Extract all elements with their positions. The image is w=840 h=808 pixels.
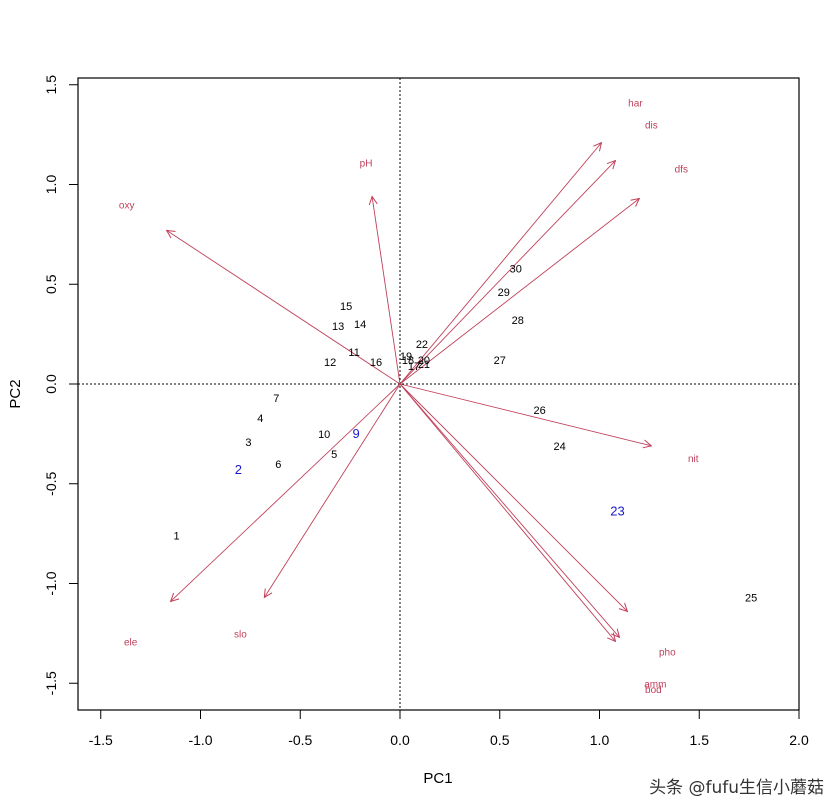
sample-point-9: 9 — [352, 426, 359, 441]
loading-label-bod: bod — [645, 685, 662, 696]
y-tick-label: 1.0 — [43, 175, 59, 195]
loading-label-har: har — [628, 99, 643, 110]
sample-point-6: 6 — [275, 459, 281, 471]
x-tick-label: 0.5 — [490, 732, 510, 748]
loading-label-ele: ele — [124, 637, 138, 648]
loading-label-nit: nit — [688, 454, 699, 465]
loading-label-oxy: oxy — [119, 200, 135, 211]
sample-point-19: 19 — [400, 351, 412, 363]
y-axis-title: PC2 — [7, 379, 24, 408]
loading-arrow-ele — [171, 383, 401, 601]
loading-arrow-nit — [399, 383, 651, 446]
sample-point-14: 14 — [354, 319, 366, 331]
x-tick-label: 1.5 — [690, 732, 710, 748]
x-tick-label: -1.5 — [89, 732, 113, 748]
reference-lines — [78, 78, 799, 710]
sample-point-13: 13 — [332, 321, 344, 333]
x-axis-title: PC1 — [423, 770, 452, 787]
loading-label-dfs: dfs — [675, 165, 688, 176]
loading-arrow-slo — [264, 383, 401, 597]
sample-point-28: 28 — [512, 315, 524, 327]
sample-point-27: 27 — [494, 355, 506, 367]
y-tick-label: -1.5 — [43, 671, 59, 695]
sample-point-30: 30 — [510, 263, 522, 275]
sample-point-11: 11 — [348, 347, 359, 359]
sample-point-2: 2 — [235, 462, 242, 477]
loading-label-slo: slo — [234, 629, 247, 640]
sample-point-7: 7 — [273, 393, 279, 405]
sample-point-25: 25 — [745, 592, 757, 604]
x-axis: -1.5 -1.0 -0.5 0.0 0.5 1.0 1.5 2.0 — [89, 710, 809, 748]
sample-point-23: 23 — [610, 504, 624, 519]
sample-point-1: 1 — [173, 531, 179, 543]
x-tick-label: -1.0 — [188, 732, 212, 748]
sample-point-22: 22 — [416, 339, 428, 351]
watermark: 头条 @fufu生信小蘑菇 — [649, 778, 824, 798]
sample-point-29: 29 — [498, 287, 510, 299]
loading-arrow-pho — [399, 383, 627, 611]
sample-point-15: 15 — [340, 301, 352, 313]
loading-label-dis: dis — [645, 121, 658, 132]
loading-arrow-dfs — [399, 198, 639, 385]
x-tick-label: -0.5 — [288, 732, 312, 748]
x-tick-label: 2.0 — [789, 732, 809, 748]
sample-point-10: 10 — [318, 429, 330, 441]
sample-point-16: 16 — [370, 357, 382, 369]
x-tick-label: 1.0 — [590, 732, 610, 748]
y-tick-label: 0.5 — [43, 274, 59, 294]
sample-point-21: 21 — [418, 359, 430, 371]
sample-point-3: 3 — [245, 437, 251, 449]
y-tick-label: 1.5 — [43, 75, 59, 95]
y-tick-label: -0.5 — [43, 471, 59, 495]
loading-label-amm: amm — [644, 679, 666, 690]
loading-label-pho: pho — [659, 647, 676, 658]
sample-point-26: 26 — [534, 405, 546, 417]
x-tick-label: 0.0 — [390, 732, 410, 748]
y-axis: -1.5 -1.0 -0.5 0.0 0.5 1.0 1.5 — [43, 75, 78, 695]
loading-label-ph: pH — [360, 159, 373, 170]
sample-point-24: 24 — [553, 441, 565, 453]
loading-arrow-dis — [399, 161, 615, 385]
sample-point-4: 4 — [257, 413, 263, 425]
loading-arrow-bod — [399, 383, 615, 641]
y-tick-label: -1.0 — [43, 571, 59, 595]
sample-point-17: 17 — [408, 361, 420, 373]
sample-point-20: 20 — [418, 355, 430, 367]
loading-arrow-ph — [372, 196, 401, 385]
sample-point-18: 18 — [402, 355, 414, 367]
y-tick-label: 0.0 — [43, 374, 59, 394]
sample-point-12: 12 — [324, 357, 336, 369]
plot-frame — [77, 77, 800, 711]
loading-arrow-oxy — [167, 230, 401, 385]
loading-arrow-amm — [399, 383, 619, 637]
loading-arrow-har — [399, 143, 601, 385]
sample-point-5: 5 — [331, 449, 337, 461]
